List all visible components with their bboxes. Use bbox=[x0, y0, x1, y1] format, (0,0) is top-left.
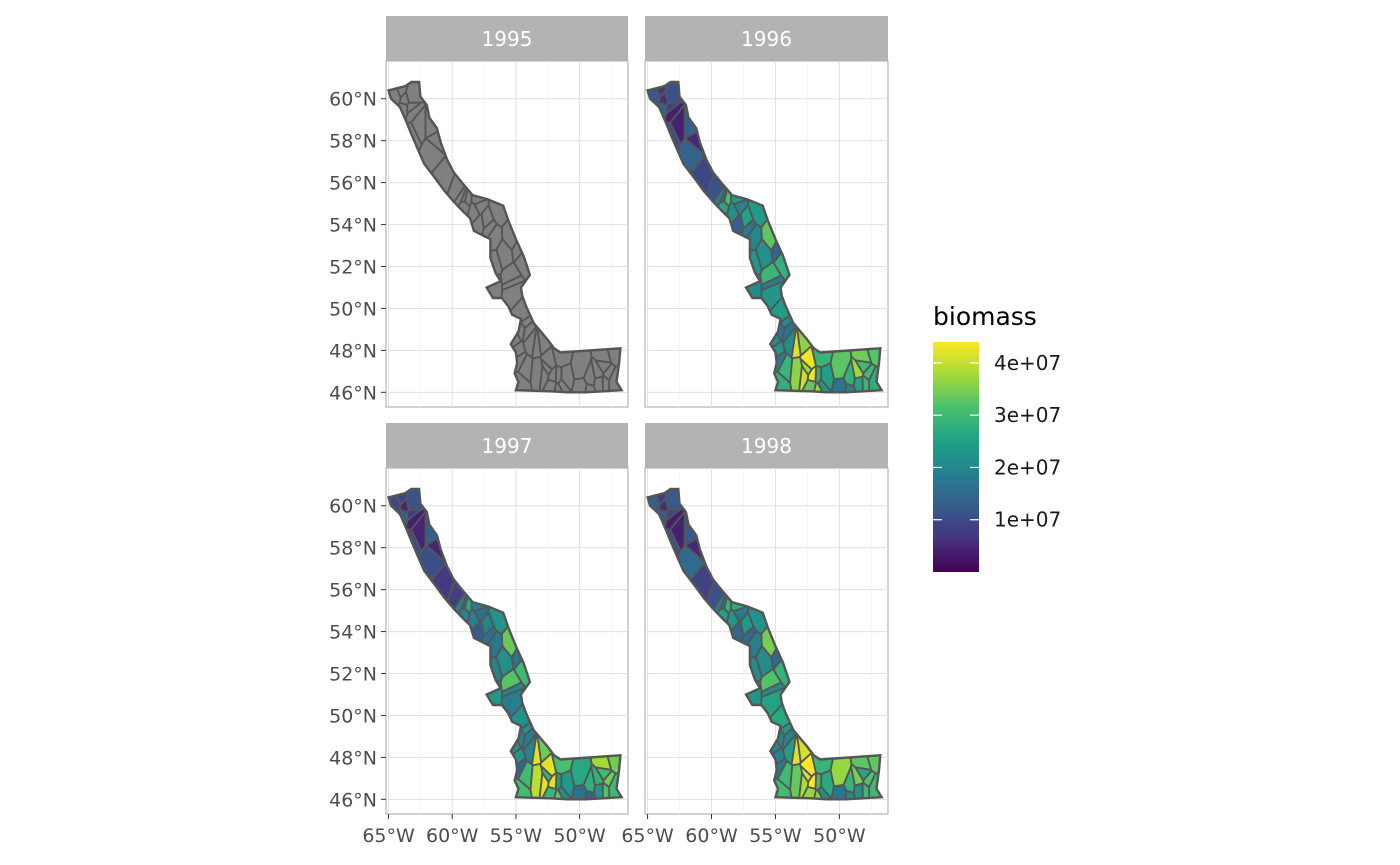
x-axis-tick-label: 60°W bbox=[685, 825, 738, 847]
y-axis-tick-label: 60°N bbox=[329, 496, 377, 518]
region-cell bbox=[820, 362, 835, 393]
facet-panel-1995: 1995 60°N 58°N 56°N 54°N 52°N 50°N 48°N 46°N bbox=[329, 16, 629, 408]
region-cell bbox=[797, 770, 810, 800]
facet-strip-label: 1995 bbox=[482, 27, 533, 51]
facet-panel-1998: 1998 65°W 60°W 55°W 50°W bbox=[621, 423, 889, 847]
legend-tick-label: 2e+07 bbox=[994, 455, 1061, 479]
region-outline bbox=[646, 487, 884, 801]
facet-strip bbox=[645, 423, 888, 468]
region-cell bbox=[754, 237, 774, 272]
y-axis-tick-label: 46°N bbox=[329, 382, 377, 404]
y-axis-tick-label: 60°N bbox=[329, 89, 377, 111]
y-axis-tick-label: 52°N bbox=[329, 664, 377, 686]
facet-panels: 1995 60°N 58°N 56°N 54°N 52°N 50°N 48°N 46°N 1996… bbox=[329, 16, 889, 847]
region-outline bbox=[646, 80, 884, 394]
x-axis-tick-label: 50°W bbox=[553, 825, 606, 847]
y-axis-tick-label: 56°N bbox=[329, 580, 377, 602]
region-cell bbox=[582, 356, 596, 387]
region-cell bbox=[582, 763, 596, 794]
region-outline bbox=[386, 487, 624, 801]
facet-panel-1996: 1996 bbox=[644, 16, 889, 408]
region-cell bbox=[811, 789, 827, 800]
x-axis-tick-label: 65°W bbox=[362, 825, 415, 847]
x-axis-tick-label: 55°W bbox=[749, 825, 802, 847]
region-cell bbox=[797, 363, 810, 393]
x-axis-tick-label: 60°W bbox=[426, 825, 479, 847]
y-axis-tick-label: 50°N bbox=[329, 705, 377, 727]
region-cell bbox=[552, 382, 567, 393]
y-axis-tick-label: 48°N bbox=[329, 747, 377, 769]
legend-tick-label: 3e+07 bbox=[994, 403, 1061, 427]
region-cell bbox=[842, 763, 856, 794]
region-cell bbox=[811, 382, 827, 393]
legend-tick-label: 1e+07 bbox=[994, 508, 1061, 532]
facet-strip-label: 1998 bbox=[741, 434, 792, 458]
region-cell bbox=[552, 789, 567, 800]
facet-strip-label: 1997 bbox=[482, 434, 533, 458]
region-cell bbox=[480, 610, 495, 638]
region-cell bbox=[495, 644, 515, 679]
facet-strip-label: 1996 bbox=[741, 27, 792, 51]
y-axis-tick-label: 52°N bbox=[329, 257, 377, 279]
facet-strip bbox=[645, 16, 888, 61]
y-axis-tick-label: 58°N bbox=[329, 538, 377, 560]
region-outline bbox=[386, 80, 624, 394]
x-axis-tick-label: 65°W bbox=[621, 825, 674, 847]
region-cell bbox=[537, 770, 550, 800]
y-axis-tick-label: 56°N bbox=[329, 173, 377, 195]
legend-title: biomass bbox=[933, 302, 1037, 331]
x-axis-tick-label: 50°W bbox=[813, 825, 866, 847]
facet-strip bbox=[386, 16, 628, 61]
region-cell bbox=[560, 769, 576, 800]
region-cell bbox=[495, 237, 515, 272]
region-cell bbox=[739, 203, 755, 231]
region-cell bbox=[480, 203, 495, 231]
region-cell bbox=[537, 363, 550, 393]
region-cell bbox=[560, 362, 576, 393]
region-cell bbox=[820, 769, 835, 800]
legend-tick-label: 4e+07 bbox=[994, 351, 1061, 375]
region-cell bbox=[842, 356, 856, 387]
legend: biomass 4e+07 3e+07 2e+07 1e+07 bbox=[933, 302, 1061, 572]
y-axis-tick-label: 50°N bbox=[329, 298, 377, 320]
region-cell bbox=[739, 610, 755, 638]
y-axis-tick-label: 48°N bbox=[329, 340, 377, 362]
region-cell bbox=[754, 644, 774, 679]
legend-colorbar bbox=[933, 342, 979, 572]
facet-panel-1997: 1997 60°N 58°N 56°N 54°N 52°N 50°N 48°N 46°N 65°W… bbox=[329, 423, 629, 847]
x-axis-tick-label: 55°W bbox=[490, 825, 543, 847]
facet-strip bbox=[386, 423, 628, 468]
y-axis-tick-label: 46°N bbox=[329, 789, 377, 811]
y-axis-tick-label: 54°N bbox=[329, 622, 377, 644]
y-axis-tick-label: 54°N bbox=[329, 215, 377, 237]
y-axis-tick-label: 58°N bbox=[329, 131, 377, 153]
